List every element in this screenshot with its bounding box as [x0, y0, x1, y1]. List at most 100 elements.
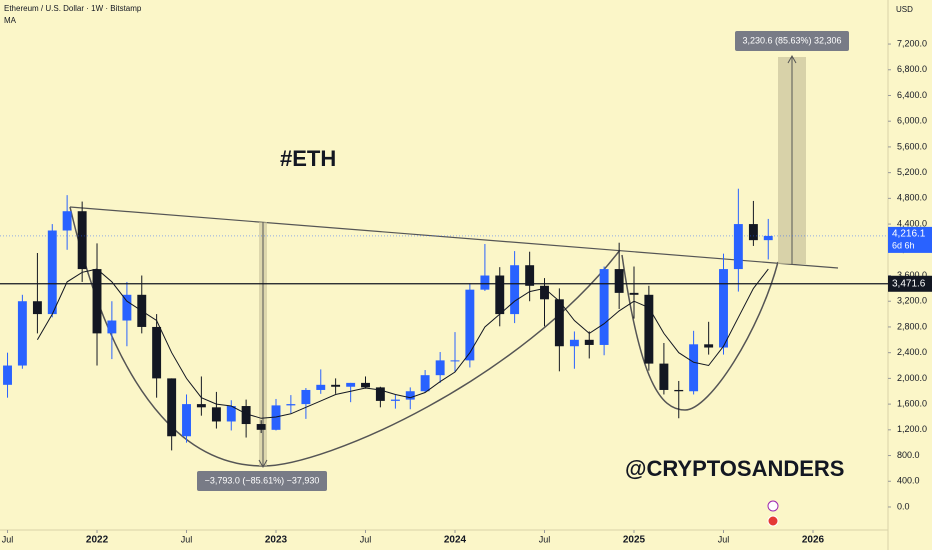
candle-body — [196, 404, 206, 408]
x-tick-label: Jul — [2, 534, 14, 544]
y-tick-label: 5,200.0 — [897, 167, 927, 177]
candle-body — [241, 406, 251, 425]
candle-body — [32, 301, 42, 315]
last-price-label: 4,216.1 — [892, 229, 926, 240]
measure-box — [197, 471, 327, 491]
candle-body — [316, 384, 326, 390]
y-tick-label: 5,600.0 — [897, 141, 927, 151]
y-tick-label: 4,800.0 — [897, 193, 927, 203]
candle-body — [361, 382, 370, 388]
x-tick-label: Jul — [360, 534, 372, 544]
candle-body — [450, 360, 460, 362]
candle-body — [435, 360, 445, 376]
cup-curve — [621, 254, 779, 411]
y-tick-label: 1,600.0 — [897, 398, 927, 408]
candle-body — [689, 344, 699, 392]
y-tick-label: 4,400.0 — [897, 218, 927, 228]
candle-body — [733, 224, 743, 270]
candle-body — [674, 389, 684, 392]
candle-body — [569, 339, 579, 347]
candle-body — [495, 275, 505, 315]
candle-body — [301, 389, 311, 405]
candle-body — [122, 294, 132, 321]
annotation: @CRYPTOSANDERS — [625, 456, 844, 481]
x-tick-label: Jul — [181, 534, 193, 544]
candle-body — [286, 404, 296, 406]
measure-arrowhead — [787, 54, 797, 64]
candle-body — [554, 299, 564, 347]
candle-body — [420, 375, 430, 392]
candle-body — [182, 404, 191, 437]
y-tick-label: 2,400.0 — [897, 347, 927, 357]
x-tick-label: 2026 — [802, 535, 825, 546]
candle-body — [211, 407, 221, 422]
ma-label: MA — [4, 16, 17, 25]
candle-body — [390, 399, 400, 401]
candle-body — [271, 405, 281, 430]
candle-body — [599, 269, 609, 345]
candle-body — [510, 265, 520, 315]
candle-body — [704, 344, 714, 348]
candle-body — [17, 301, 27, 366]
candle-body — [719, 269, 728, 348]
x-tick-label: 2023 — [265, 535, 288, 546]
chart-title: Ethereum / U.S. Dollar · 1W · Bitstamp — [4, 4, 142, 13]
candle-body — [614, 269, 624, 293]
candle-body — [107, 320, 117, 334]
candle-body — [644, 294, 654, 364]
level-box — [888, 275, 932, 292]
candle-body — [346, 382, 356, 387]
candle-body — [465, 289, 475, 361]
measure-arrowhead — [258, 459, 268, 469]
candle-body — [763, 235, 773, 241]
candle-body — [167, 378, 177, 437]
event-icon[interactable] — [767, 515, 779, 527]
measure-box — [735, 31, 849, 51]
candle-body — [375, 387, 385, 401]
candle-body — [659, 363, 669, 390]
y-tick-label: 6,000.0 — [897, 116, 927, 126]
candle-body — [629, 292, 639, 295]
y-tick-label: 1,200.0 — [897, 424, 927, 434]
x-tick-label: Jul — [718, 534, 730, 544]
y-tick-label: 6,400.0 — [897, 90, 927, 100]
y-tick-label: 3,200.0 — [897, 296, 927, 306]
moving-average — [36, 268, 769, 419]
candle-body — [226, 406, 236, 422]
event-icon[interactable] — [767, 500, 779, 512]
candle-body — [480, 275, 490, 290]
y-tick-label: 6,800.0 — [897, 64, 927, 74]
countdown: 6d 6h — [892, 240, 915, 250]
candle-body — [584, 339, 594, 345]
measure-label: −3,793.0 (−85.61%) −37,930 — [205, 475, 320, 485]
x-tick-label: 2022 — [86, 535, 109, 546]
y-tick-label: 2,000.0 — [897, 373, 927, 383]
y-tick-label: 2,800.0 — [897, 321, 927, 331]
candle-body — [3, 365, 12, 385]
candle-body — [92, 269, 102, 334]
candle-body — [331, 384, 341, 387]
x-tick-label: Jul — [539, 534, 551, 544]
candle-body — [540, 285, 549, 300]
last-price-box — [888, 226, 932, 253]
y-tick-label: 3,600.0 — [897, 270, 927, 280]
candle-body — [77, 211, 87, 270]
candle-body — [47, 230, 57, 315]
annotation: #ETH — [280, 146, 336, 171]
measure-label: 3,230.6 (85.63%) 32,306 — [742, 35, 841, 45]
candle-body — [152, 326, 162, 379]
y-tick-label: 400.0 — [897, 476, 920, 486]
candle-body — [748, 224, 758, 241]
level-label: 3,471.6 — [892, 278, 926, 289]
trendline — [69, 206, 839, 269]
candle-body — [62, 211, 72, 231]
candle-body — [405, 391, 415, 400]
y-tick-label: 0.0 — [897, 501, 910, 511]
currency: USD — [896, 5, 913, 14]
x-tick-label: 2024 — [444, 535, 467, 546]
candle-body — [256, 424, 266, 430]
y-tick-label: 800.0 — [897, 450, 920, 460]
x-tick-label: 2025 — [623, 535, 646, 546]
